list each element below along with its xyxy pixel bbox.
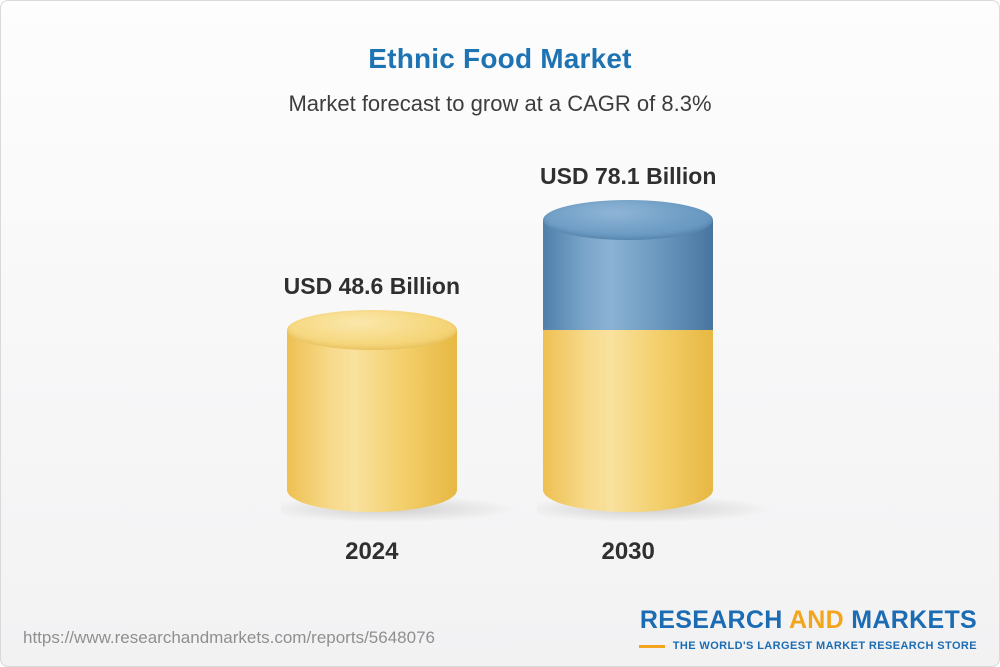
chart-subtitle: Market forecast to grow at a CAGR of 8.3… — [288, 91, 712, 116]
report-url: https://www.researchandmarkets.com/repor… — [23, 628, 435, 647]
logo-tagline: THE WORLD'S LARGEST MARKET RESEARCH STOR… — [672, 640, 977, 652]
logo-word-markets: MARKETS — [851, 606, 977, 634]
cylinder-2024 — [280, 310, 521, 523]
logo-wordmark: RESEARCH AND MARKETS — [639, 606, 977, 635]
value-label-2024: USD 48.6 Billion — [283, 273, 460, 300]
logo-tagline-row: THE WORLD'S LARGEST MARKET RESEARCH STOR… — [639, 640, 977, 652]
category-label-2024: 2024 — [345, 537, 399, 565]
chart-title: Ethnic Food Market — [368, 43, 632, 74]
bar-group-2030: USD 78.1 Billion 2030 — [537, 163, 778, 566]
bar-group-2024: USD 48.6 Billion 2024 — [280, 273, 521, 566]
cylinder-2030-base-segment — [543, 330, 714, 512]
logo-word-research: RESEARCH — [639, 606, 783, 634]
logo-word-and: AND — [788, 606, 845, 634]
value-label-2030: USD 78.1 Billion — [540, 163, 717, 189]
research-and-markets-logo: RESEARCH AND MARKETS THE WORLD'S LARGEST… — [639, 606, 977, 652]
cylinder-2024-cap — [286, 310, 457, 351]
category-label-2030: 2030 — [601, 537, 655, 565]
cylinder-2030-cap — [543, 200, 714, 240]
cylinder-2024-body — [286, 330, 457, 512]
cylinder-2030 — [537, 200, 778, 523]
chart-area: USD 48.6 Billion 2024 USD 78.1 Billion 2… — [1, 163, 999, 566]
logo-gold-rule — [639, 644, 665, 648]
